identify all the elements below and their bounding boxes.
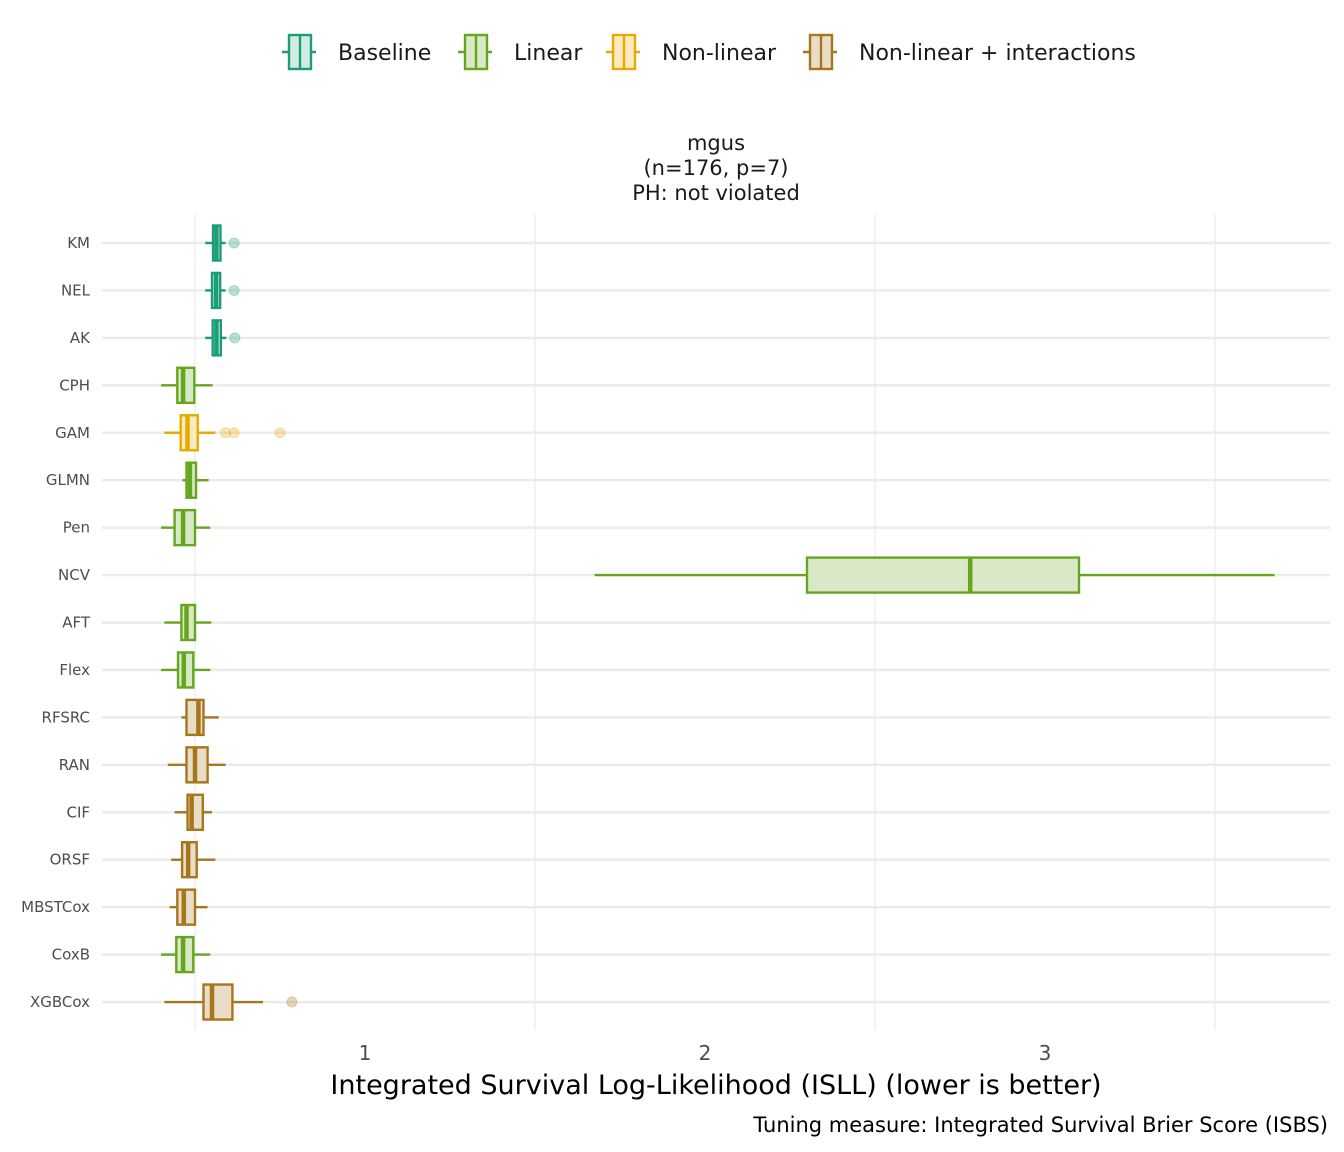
x-tick-label: 1	[359, 1041, 372, 1065]
box-rfsrc	[181, 698, 219, 737]
facet-title-line-1: mgus	[687, 131, 745, 155]
outlier-point	[286, 996, 298, 1008]
boxes	[161, 224, 1275, 1021]
y-tick-label: AFT	[62, 614, 91, 632]
y-tick-label: CoxB	[52, 946, 90, 964]
box-iqr	[185, 698, 205, 737]
grid	[102, 214, 1330, 1030]
box-aft	[164, 603, 212, 642]
y-tick-label: ORSF	[50, 851, 90, 869]
legend-label: Baseline	[338, 41, 431, 66]
box-iqr	[176, 888, 197, 926]
y-tick-label: CPH	[59, 376, 90, 394]
box-pen	[161, 508, 211, 547]
legend-entry: Non-linear + interactions	[803, 33, 1136, 71]
box-xgbcox	[164, 983, 298, 1021]
facet-strip: mgus (n=176, p=7) PH: not violated	[632, 131, 800, 205]
y-tick-label: MBSTCox	[21, 898, 90, 916]
y-tick-label: KM	[67, 234, 90, 252]
box-mbstcox	[169, 888, 208, 926]
x-axis-label: Integrated Survival Log-Likelihood (ISLL…	[330, 1070, 1101, 1101]
y-tick-label: GAM	[55, 424, 90, 442]
box-iqr	[202, 983, 234, 1021]
legend-label: Linear	[514, 41, 583, 66]
x-axis: 1 2 3	[359, 1041, 1052, 1065]
box-cif	[174, 793, 212, 831]
y-tick-label: XGBCox	[30, 993, 90, 1011]
box-nel	[205, 271, 240, 310]
y-tick-label: Flex	[59, 661, 90, 679]
box-gam	[164, 414, 286, 452]
y-tick-label: RAN	[59, 756, 90, 774]
box-ncv	[594, 556, 1275, 594]
facet-title-line-3: PH: not violated	[632, 181, 800, 205]
box-ak	[205, 319, 241, 357]
outlier-point	[274, 427, 286, 439]
box-glmn	[182, 461, 209, 499]
box-iqr	[176, 366, 196, 405]
box-orsf	[171, 841, 216, 879]
box-coxb	[161, 935, 211, 974]
legend-label: Non-linear	[662, 41, 777, 66]
outlier-point	[229, 332, 241, 344]
legend-entry: Baseline	[282, 33, 431, 71]
outlier-point	[220, 427, 232, 439]
legend: Baseline Linear Non-linear Non-linear + int…	[282, 33, 1136, 71]
y-tick-label: RFSRC	[42, 708, 90, 726]
outlier-point	[228, 427, 240, 439]
box-iqr	[805, 556, 1081, 594]
y-tick-label: GLMN	[46, 471, 90, 489]
box-cph	[161, 366, 213, 405]
facet-title-line-2: (n=176, p=7)	[643, 156, 788, 180]
legend-entry: Linear	[458, 33, 583, 71]
outlier-point	[228, 237, 240, 249]
y-tick-label: NCV	[58, 566, 91, 584]
box-km	[205, 224, 240, 262]
x-tick-label: 2	[699, 1041, 712, 1065]
box-ran	[167, 746, 226, 784]
box-flex	[161, 651, 211, 689]
caption: Tuning measure: Integrated Survival Brie…	[752, 1113, 1328, 1137]
y-tick-label: Pen	[63, 519, 90, 537]
x-tick-label: 3	[1039, 1041, 1052, 1065]
legend-label: Non-linear + interactions	[859, 41, 1136, 66]
outlier-point	[228, 284, 240, 296]
legend-entry: Non-linear	[606, 33, 777, 71]
y-axis: KM NEL AK CPH GAM GLMN Pen NCV AFT Flex RFSRC RAN CI…	[21, 234, 91, 1011]
y-tick-label: NEL	[61, 281, 91, 299]
y-tick-label: CIF	[66, 803, 90, 821]
y-tick-label: AK	[70, 329, 91, 347]
